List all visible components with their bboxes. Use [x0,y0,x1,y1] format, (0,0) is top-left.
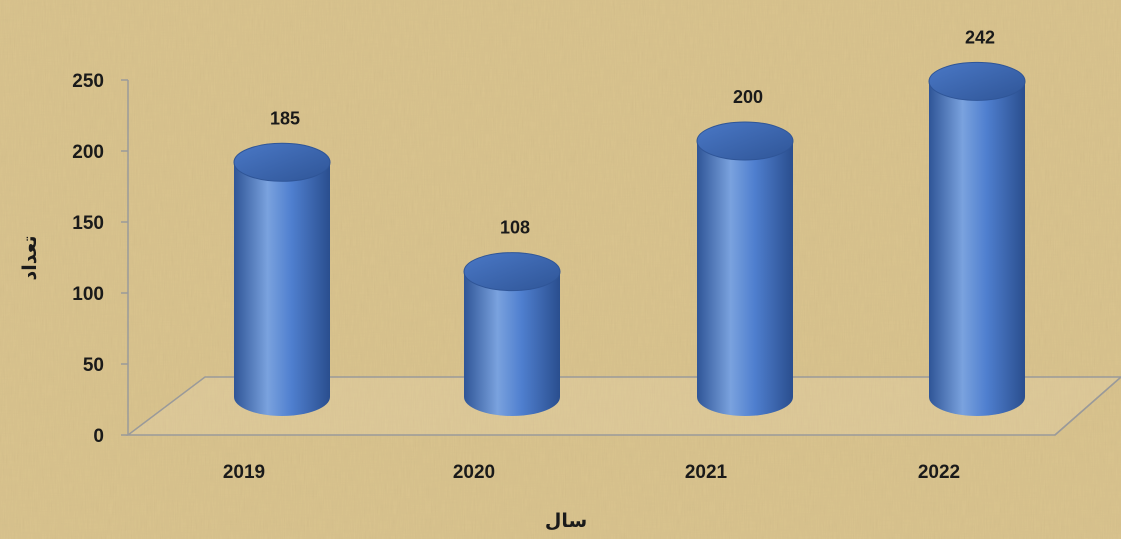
bar-2022 [928,61,1026,417]
y-tick-label: 50 [83,355,104,376]
y-axis-title: تعداد [19,235,41,280]
x-tick-label: 2021 [685,462,728,483]
bar-body [929,81,1025,417]
y-tick-label: 0 [93,426,104,447]
data-label: 185 [270,108,300,128]
y-tick-label: 250 [72,71,104,92]
bar-2020 [463,252,561,416]
x-tick-label: 2020 [453,462,495,483]
data-label: 242 [965,27,995,47]
bar-2021 [696,121,794,416]
x-axis-title: سال [545,510,587,532]
y-tick-label: 150 [72,213,104,234]
bar-body [464,271,560,416]
data-label: 108 [500,218,530,238]
bar-body [697,141,793,416]
bar-top [233,142,331,182]
bar-body [234,162,330,416]
data-label: 200 [733,87,763,107]
x-tick-label: 2019 [223,462,265,483]
y-axis: 0 50 100 150 200 250 [72,71,128,447]
bar-2019 [233,142,331,416]
y-tick-label: 200 [72,142,104,163]
bars: 185 108 200 242 [233,27,1026,417]
x-axis: 2019 2020 2021 2022 [223,462,960,483]
bar-top [463,252,561,292]
bar-top [928,61,1026,101]
chart-floor [125,80,1121,436]
x-tick-label: 2022 [918,462,960,483]
y-tick-label: 100 [72,284,104,305]
bar-top [696,121,794,161]
